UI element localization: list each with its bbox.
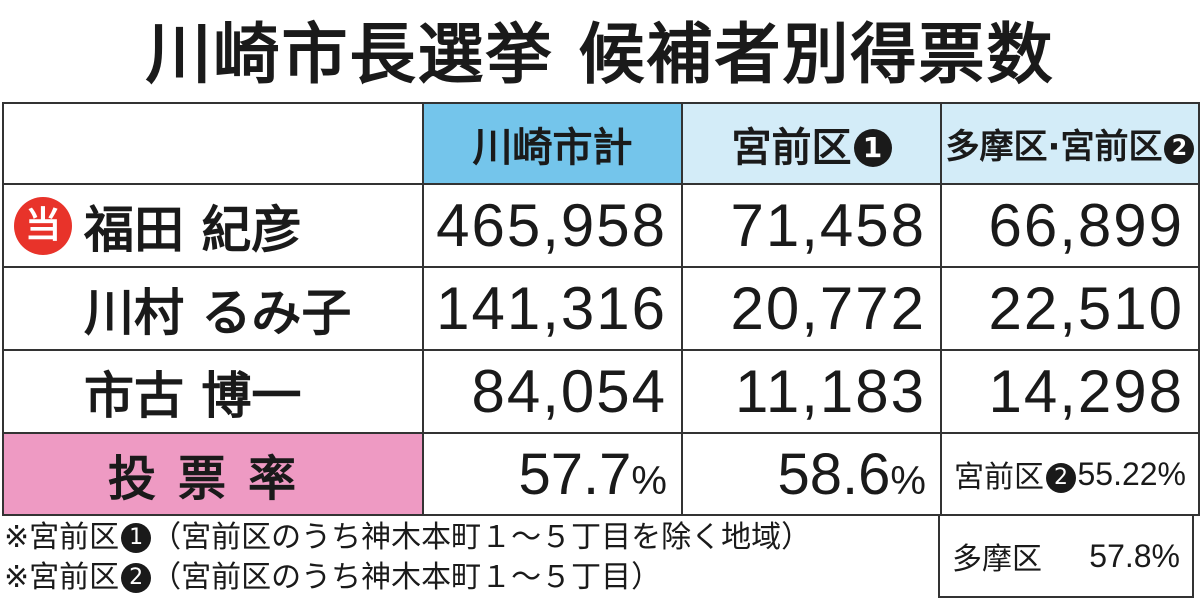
turnout-miyamae2-value: 55.22% xyxy=(1077,455,1186,492)
footnote: ※宮前区 1 （宮前区のうち神木本町１～５丁目を除く地域） xyxy=(4,520,812,555)
votes-total: 465,958 xyxy=(422,183,683,268)
votes-miyamae1: 20,772 xyxy=(681,266,942,351)
turnout-tama-value: 57.8% xyxy=(1089,537,1180,574)
votes-total: 84,054 xyxy=(422,349,683,434)
circled-number-2: 2 xyxy=(1046,463,1076,493)
candidate-row: 市古 博一 84,054 11,183 14,298 xyxy=(2,349,1200,434)
candidate-row: 当 福田 紀彦 465,958 71,458 66,899 xyxy=(2,183,1200,268)
candidate-row: 川村 るみ子 141,316 20,772 22,510 xyxy=(2,266,1200,351)
candidate-name: 当 福田 紀彦 xyxy=(2,183,424,268)
votes-miyamae1: 11,183 xyxy=(681,349,942,434)
votes-tama-miyamae2: 14,298 xyxy=(940,349,1200,434)
circled-number-2: 2 xyxy=(121,563,152,593)
candidate-name: 市古 博一 xyxy=(2,349,424,434)
header-tama-miyamae2: 多摩区·宮前区 2 xyxy=(940,102,1200,185)
turnout-miyamae2-label: 宮前区 2 xyxy=(954,452,1076,496)
votes-tama-miyamae2: 22,510 xyxy=(940,266,1200,351)
candidate-name: 川村 るみ子 xyxy=(2,266,424,351)
turnout-row: 投票率 57.7% 58.6% 宮前区 2 55.22% xyxy=(2,432,1200,516)
turnout-miyamae2-cell: 宮前区 2 55.22% xyxy=(940,432,1200,516)
turnout-total: 57.7% xyxy=(422,432,683,516)
circled-number-1: 1 xyxy=(121,523,152,553)
votes-total: 141,316 xyxy=(422,266,683,351)
footnote: ※宮前区 2 （宮前区のうち神木本町１～５丁目） xyxy=(4,560,662,595)
header-miyamae1: 宮前区 1 xyxy=(681,102,942,185)
header-row: 川崎市計 宮前区 1 多摩区·宮前区 2 xyxy=(2,102,1200,185)
turnout-miyamae1: 58.6% xyxy=(681,432,942,516)
turnout-tama-box: 多摩区 57.8% xyxy=(938,516,1194,598)
circled-number-1: 1 xyxy=(853,128,892,167)
results-table: 川崎市計 宮前区 1 多摩区·宮前区 2 当 福田 紀彦 465,958 71,45… xyxy=(2,102,1200,516)
turnout-label: 投票率 xyxy=(2,432,424,516)
turnout-tama-label: 多摩区 xyxy=(952,542,1042,577)
header-total: 川崎市計 xyxy=(422,102,683,185)
header-blank-cell xyxy=(2,102,424,185)
circled-number-2: 2 xyxy=(1164,134,1195,164)
votes-tama-miyamae2: 66,899 xyxy=(940,183,1200,268)
footnotes: ※宮前区 1 （宮前区のうち神木本町１～５丁目を除く地域） ※宮前区 2 （宮前区のうち… xyxy=(4,518,934,598)
elected-badge-icon: 当 xyxy=(14,196,72,255)
page-title: 川崎市長選挙 候補者別得票数 xyxy=(145,16,1055,93)
votes-miyamae1: 71,458 xyxy=(681,183,942,268)
